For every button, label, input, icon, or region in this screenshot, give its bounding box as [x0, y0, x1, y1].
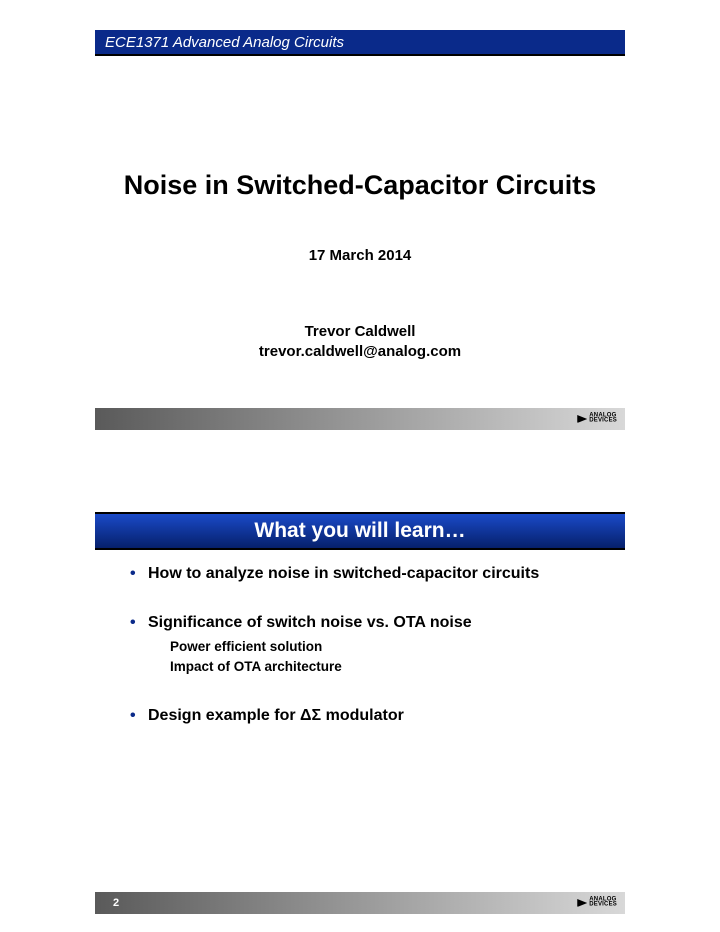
footer-bar: ANALOG DEVICES — [95, 408, 625, 430]
page-number: 2 — [113, 897, 119, 909]
slide-1: ECE1371 Advanced Analog Circuits Noise i… — [0, 0, 720, 466]
course-header-bar: ECE1371 Advanced Analog Circuits — [95, 30, 625, 56]
section-title-bar: What you will learn… — [95, 512, 625, 550]
logo-text: ANALOG DEVICES — [589, 898, 617, 909]
author-block: Trevor Caldwell trevor.caldwell@analog.c… — [0, 322, 720, 361]
bullet-item: Design example for ΔΣ modulator — [130, 706, 610, 727]
analog-devices-logo: ANALOG DEVICES — [577, 414, 617, 425]
logo-triangle-icon — [577, 899, 587, 907]
slide-2: What you will learn… How to analyze nois… — [0, 466, 720, 932]
author-name: Trevor Caldwell — [0, 322, 720, 342]
logo-text: ANALOG DEVICES — [589, 414, 617, 425]
author-email: trevor.caldwell@analog.com — [0, 342, 720, 362]
slide-date: 17 March 2014 — [0, 247, 720, 264]
slide-title: Noise in Switched-Capacitor Circuits — [0, 170, 720, 201]
bullet-item: Significance of switch noise vs. OTA noi… — [130, 613, 610, 634]
bullet-sub-item: Impact of OTA architecture — [130, 658, 610, 676]
bullet-item: How to analyze noise in switched-capacit… — [130, 564, 610, 585]
bullet-sub-item: Power efficient solution — [130, 638, 610, 656]
logo-triangle-icon — [577, 415, 587, 423]
footer-bar: 2 ANALOG DEVICES — [95, 892, 625, 914]
bullet-list: How to analyze noise in switched-capacit… — [130, 564, 610, 755]
analog-devices-logo: ANALOG DEVICES — [577, 898, 617, 909]
